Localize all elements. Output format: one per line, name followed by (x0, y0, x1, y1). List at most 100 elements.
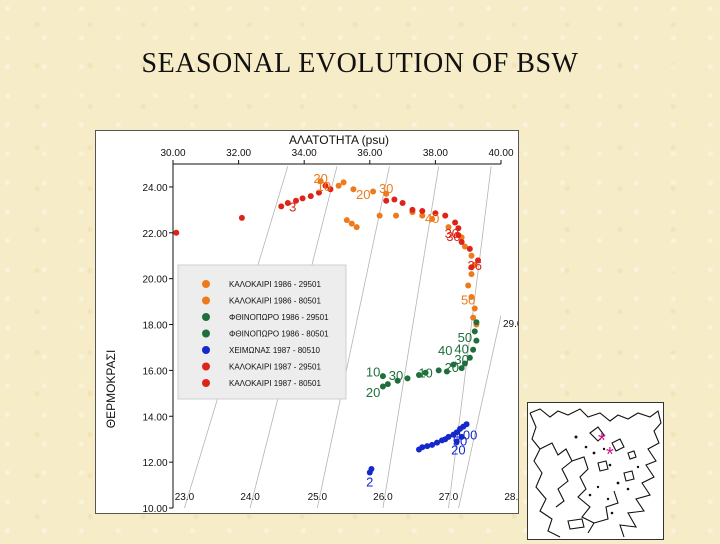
isopycnal-lines (184, 166, 501, 508)
data-point (468, 294, 475, 301)
data-point (434, 439, 441, 446)
data-point (443, 368, 450, 375)
x-tick-label: 40.00 (488, 148, 513, 159)
data-point (383, 197, 390, 204)
depth-label: 10 (317, 179, 331, 194)
data-point (422, 369, 429, 376)
data-point (384, 381, 391, 388)
depth-label: 20 (445, 360, 459, 375)
map-marker-1: * (598, 430, 606, 452)
data-point (424, 443, 431, 450)
data-point (419, 208, 426, 215)
y-tick-label: 18.00 (142, 321, 167, 332)
data-point (348, 220, 355, 227)
isopycnal-line (316, 166, 390, 508)
data-point (391, 196, 398, 203)
legend-entry: ΧΕΙΜΩΝΑΣ 1987 - 80510 (229, 346, 321, 355)
isopycnal-label: 29.0 (503, 319, 518, 330)
depth-label: 2 (366, 475, 373, 490)
data-point (453, 438, 460, 445)
legend-marker (202, 296, 210, 305)
y-axis-title: ΘΕΡΜΟΚΡΑΣΙ (104, 350, 118, 429)
y-tick-label: 20.00 (142, 275, 167, 286)
data-point (419, 444, 426, 451)
x-tick-label: 32.00 (226, 148, 251, 159)
data-point (473, 319, 480, 326)
data-point (461, 243, 468, 250)
data-point (463, 421, 470, 428)
depth-label: 40 (454, 342, 468, 357)
legend: ΚΑΛΟΚΑΙΡΙ 1986 - 29501 ΚΑΛΟΚΑΙΡΙ 1986 - 8… (177, 264, 347, 400)
data-point (445, 433, 452, 440)
data-point (317, 178, 324, 185)
data-point (340, 179, 347, 186)
data-point (471, 328, 478, 335)
data-point (238, 214, 245, 221)
data-point (315, 189, 322, 196)
data-point (458, 238, 465, 245)
x-tick-label: 30.00 (160, 148, 185, 159)
isopycnal-label: 24.0 (240, 492, 260, 503)
depth-label: 40 (425, 211, 439, 226)
data-point (468, 271, 475, 278)
data-point (468, 252, 475, 259)
depth-label: 20 (366, 385, 380, 400)
data-point (455, 225, 462, 232)
data-point (307, 193, 314, 200)
y-tick-label: 22.00 (142, 229, 167, 240)
legend-entry: ΚΑΛΟΚΑΙΡΙ 1987 - 29501 (229, 363, 321, 372)
data-point (452, 219, 459, 226)
data-point (379, 373, 386, 380)
depth-label: 10 (366, 365, 380, 380)
data-point (470, 314, 477, 321)
x-tick-label: 36.00 (357, 148, 382, 159)
legend-marker (202, 379, 210, 387)
data-point (383, 190, 390, 197)
data-point (393, 212, 400, 219)
data-point (394, 377, 401, 384)
data-point (468, 264, 475, 271)
x-tick-label: 38.00 (423, 148, 448, 159)
data-point (416, 371, 422, 378)
data-point (173, 229, 180, 236)
data-point (458, 365, 465, 372)
data-point (445, 224, 452, 231)
depth-label: 36 (468, 258, 482, 273)
map-marker-2: * (606, 444, 614, 466)
data-point (435, 367, 442, 374)
depth-label: 100 (456, 428, 478, 443)
data-point (409, 206, 416, 213)
data-point (335, 182, 342, 189)
legend-marker (202, 280, 210, 288)
data-point (455, 232, 462, 239)
data-point (429, 216, 436, 223)
data-point (353, 224, 360, 231)
data-point (399, 199, 406, 206)
legend-marker (202, 313, 210, 321)
data-point (432, 210, 439, 217)
x-tick-label: 34.00 (292, 148, 317, 159)
isopycnal-line (448, 166, 492, 508)
isopycnal-line (382, 166, 440, 508)
y-tick-label: 24.00 (142, 183, 167, 194)
data-point (461, 360, 468, 367)
data-point (379, 383, 386, 390)
legend-entry: ΚΑΛΟΚΑΙΡΙ 1986 - 80501 (229, 297, 321, 306)
x-axis-title: ΑΛΑΤΟΤΗΤΑ (psu) (289, 133, 389, 147)
data-point (404, 375, 411, 382)
depth-label: 30 (445, 226, 459, 241)
data-point (278, 203, 285, 210)
y-tick-label: 14.00 (142, 412, 167, 423)
depth-label: 40 (438, 343, 452, 358)
data-point (327, 186, 334, 193)
legend-marker (202, 362, 210, 371)
axis-ticks: 23.024.025.026.027.028.029.229.030.0032.… (142, 148, 518, 513)
depth-label: 10 (418, 366, 432, 381)
depth-label: 50 (458, 330, 472, 345)
plot-frame (172, 163, 501, 508)
data-point (470, 346, 477, 353)
legend-marker (202, 329, 210, 338)
data-point (368, 466, 375, 473)
data-point (465, 282, 472, 289)
